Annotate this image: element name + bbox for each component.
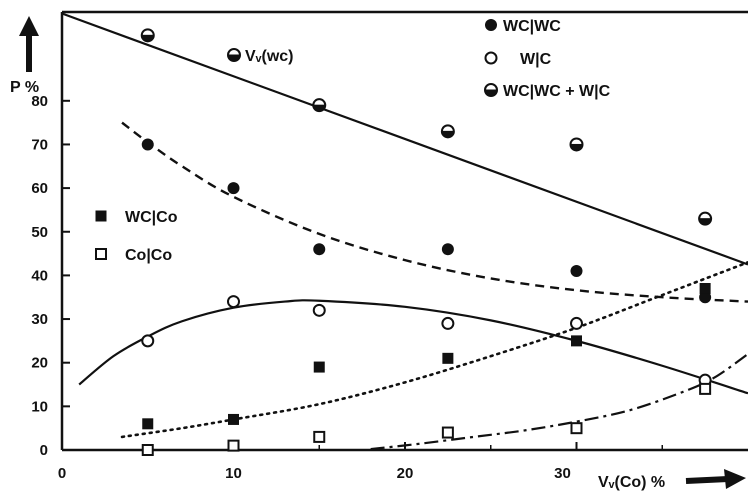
legend-marker-wc-wc: [485, 19, 497, 31]
y-axis-title: P %: [10, 79, 39, 96]
y-tick-label-60: 60: [31, 180, 48, 197]
point-series2-3: [569, 137, 584, 152]
curve-dotted-3: [120, 261, 748, 439]
point-series0-1: [227, 182, 240, 195]
y-tick-label-70: 70: [31, 136, 48, 153]
y-tick-label-50: 50: [31, 224, 48, 241]
point-series3-0: [142, 418, 154, 430]
point-series1-3: [441, 316, 455, 330]
curve-dashed-1: [121, 121, 748, 303]
legend-label-wc-wc-plus-w-c: WC|WC + W|C: [503, 83, 611, 100]
point-series2-2: [440, 124, 455, 139]
legend-label-co-co: Co|Co: [125, 247, 172, 264]
x-axis-title: Vᵥ(Co) %: [598, 474, 665, 491]
x-tick-label-0: 0: [58, 465, 66, 482]
legend-markers: [95, 19, 498, 260]
legend-marker-wc-co: [95, 210, 107, 222]
vwc-annotation: Vᵥ(wc): [245, 48, 294, 65]
point-series0-2: [313, 243, 326, 256]
annotation-marker-vwc: [227, 48, 241, 62]
y-arrow-head: [19, 16, 39, 36]
legend-top-right: WC|WC W|C WC|WC + W|C: [503, 18, 611, 100]
legend-marker-wc-wc-plus-w-c: [484, 83, 498, 97]
point-series0-3: [441, 243, 454, 256]
legend-label-w-c: W|C: [520, 51, 552, 68]
y-tick-label-10: 10: [31, 398, 48, 415]
point-series1-2: [312, 303, 326, 317]
x-tick-label-10: 10: [225, 465, 242, 482]
legend-label-wc-co: WC|Co: [125, 209, 178, 226]
curve-solid-0: [62, 12, 748, 266]
point-series1-1: [227, 295, 240, 309]
curve-dash-dot-4: [370, 353, 748, 450]
y-tick-label-30: 30: [31, 311, 48, 328]
point-series3-4: [571, 335, 582, 347]
point-series3-3: [442, 352, 454, 364]
x-tick-label-30: 30: [554, 465, 571, 482]
y-tick-label-0: 0: [40, 442, 48, 459]
x-tick-label-20: 20: [397, 465, 414, 482]
x-arrow-shaft: [685, 476, 729, 484]
point-series3-5: [699, 282, 711, 294]
axes: 0 10 20 30 40 50 60 70 80 0 10 20 30: [19, 10, 748, 489]
point-series0-5: [699, 291, 712, 304]
point-series2-0: [140, 28, 155, 43]
point-series4-3: [441, 426, 454, 439]
y-tick-label-80: 80: [31, 93, 48, 110]
legend-left: WC|Co Co|Co: [125, 209, 178, 264]
point-series1-0: [141, 334, 155, 348]
point-series1-4: [570, 316, 583, 330]
point-series4-0: [141, 444, 154, 456]
x-arrow-head: [724, 469, 746, 489]
point-series2-4: [698, 211, 713, 226]
point-series0-4: [570, 265, 583, 278]
point-series4-4: [570, 422, 583, 435]
point-series4-2: [313, 430, 326, 443]
data-points: [140, 28, 713, 456]
curve-solid-2: [78, 299, 748, 395]
point-series0-0: [141, 138, 154, 151]
legend-label-wc-wc: WC|WC: [503, 18, 561, 35]
point-series4-5: [699, 382, 712, 395]
legend-marker-w-c: [484, 51, 498, 65]
point-series4-1: [227, 439, 240, 452]
y-tick-label-20: 20: [31, 355, 48, 372]
fit-curves: [62, 12, 748, 450]
point-series2-1: [312, 98, 327, 113]
legend-marker-co-co: [95, 248, 107, 260]
point-series3-1: [228, 413, 239, 425]
point-series3-2: [313, 361, 325, 373]
y-tick-label-40: 40: [31, 267, 48, 284]
